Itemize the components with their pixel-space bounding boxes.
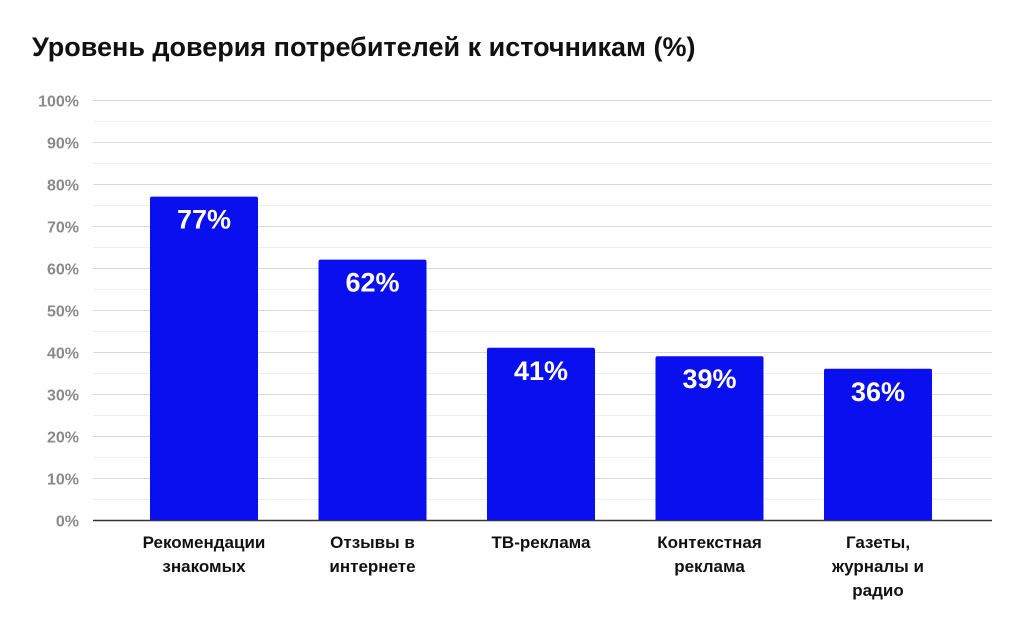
bar	[655, 356, 764, 520]
y-tick-label: 20%	[47, 430, 79, 447]
bar	[487, 347, 595, 520]
y-tick-label: 30%	[47, 388, 79, 405]
bar	[318, 259, 427, 520]
category-label: Контекстная реклама	[657, 533, 762, 576]
data-label: 36%	[851, 377, 905, 407]
y-tick-label: 70%	[47, 220, 79, 237]
data-label: 62%	[345, 268, 399, 298]
y-tick-label: 50%	[47, 304, 79, 321]
category-label: Отзывы в интернете	[329, 533, 415, 576]
y-tick-label: 80%	[47, 178, 79, 195]
y-tick-label: 10%	[47, 472, 79, 489]
category-label: Газеты, журналы и радио	[831, 533, 924, 600]
data-label: 77%	[177, 205, 231, 235]
y-tick-label: 90%	[47, 136, 79, 153]
y-tick-label: 0%	[56, 514, 79, 531]
data-labels: 77% 62% 41% 39% 36%	[177, 205, 905, 407]
x-axis-categories: Рекомендации знакомых Отзывы в интернете ТВ-…	[143, 533, 924, 600]
y-tick-label: 40%	[47, 346, 79, 363]
y-tick-label: 100%	[38, 94, 79, 111]
chart-title: Уровень доверия потребителей к источника…	[32, 32, 696, 62]
bar	[824, 368, 932, 520]
y-tick-label: 60%	[47, 262, 79, 279]
y-axis-ticks: 0% 10% 20% 30% 40% 50% 60% 70% 80% 90% 100%	[38, 94, 79, 531]
data-label: 39%	[682, 364, 736, 394]
category-label: Рекомендации знакомых	[143, 533, 266, 576]
category-label: ТВ-реклама	[492, 533, 591, 552]
bar	[150, 196, 258, 520]
data-label: 41%	[514, 356, 568, 386]
bars	[150, 196, 932, 520]
